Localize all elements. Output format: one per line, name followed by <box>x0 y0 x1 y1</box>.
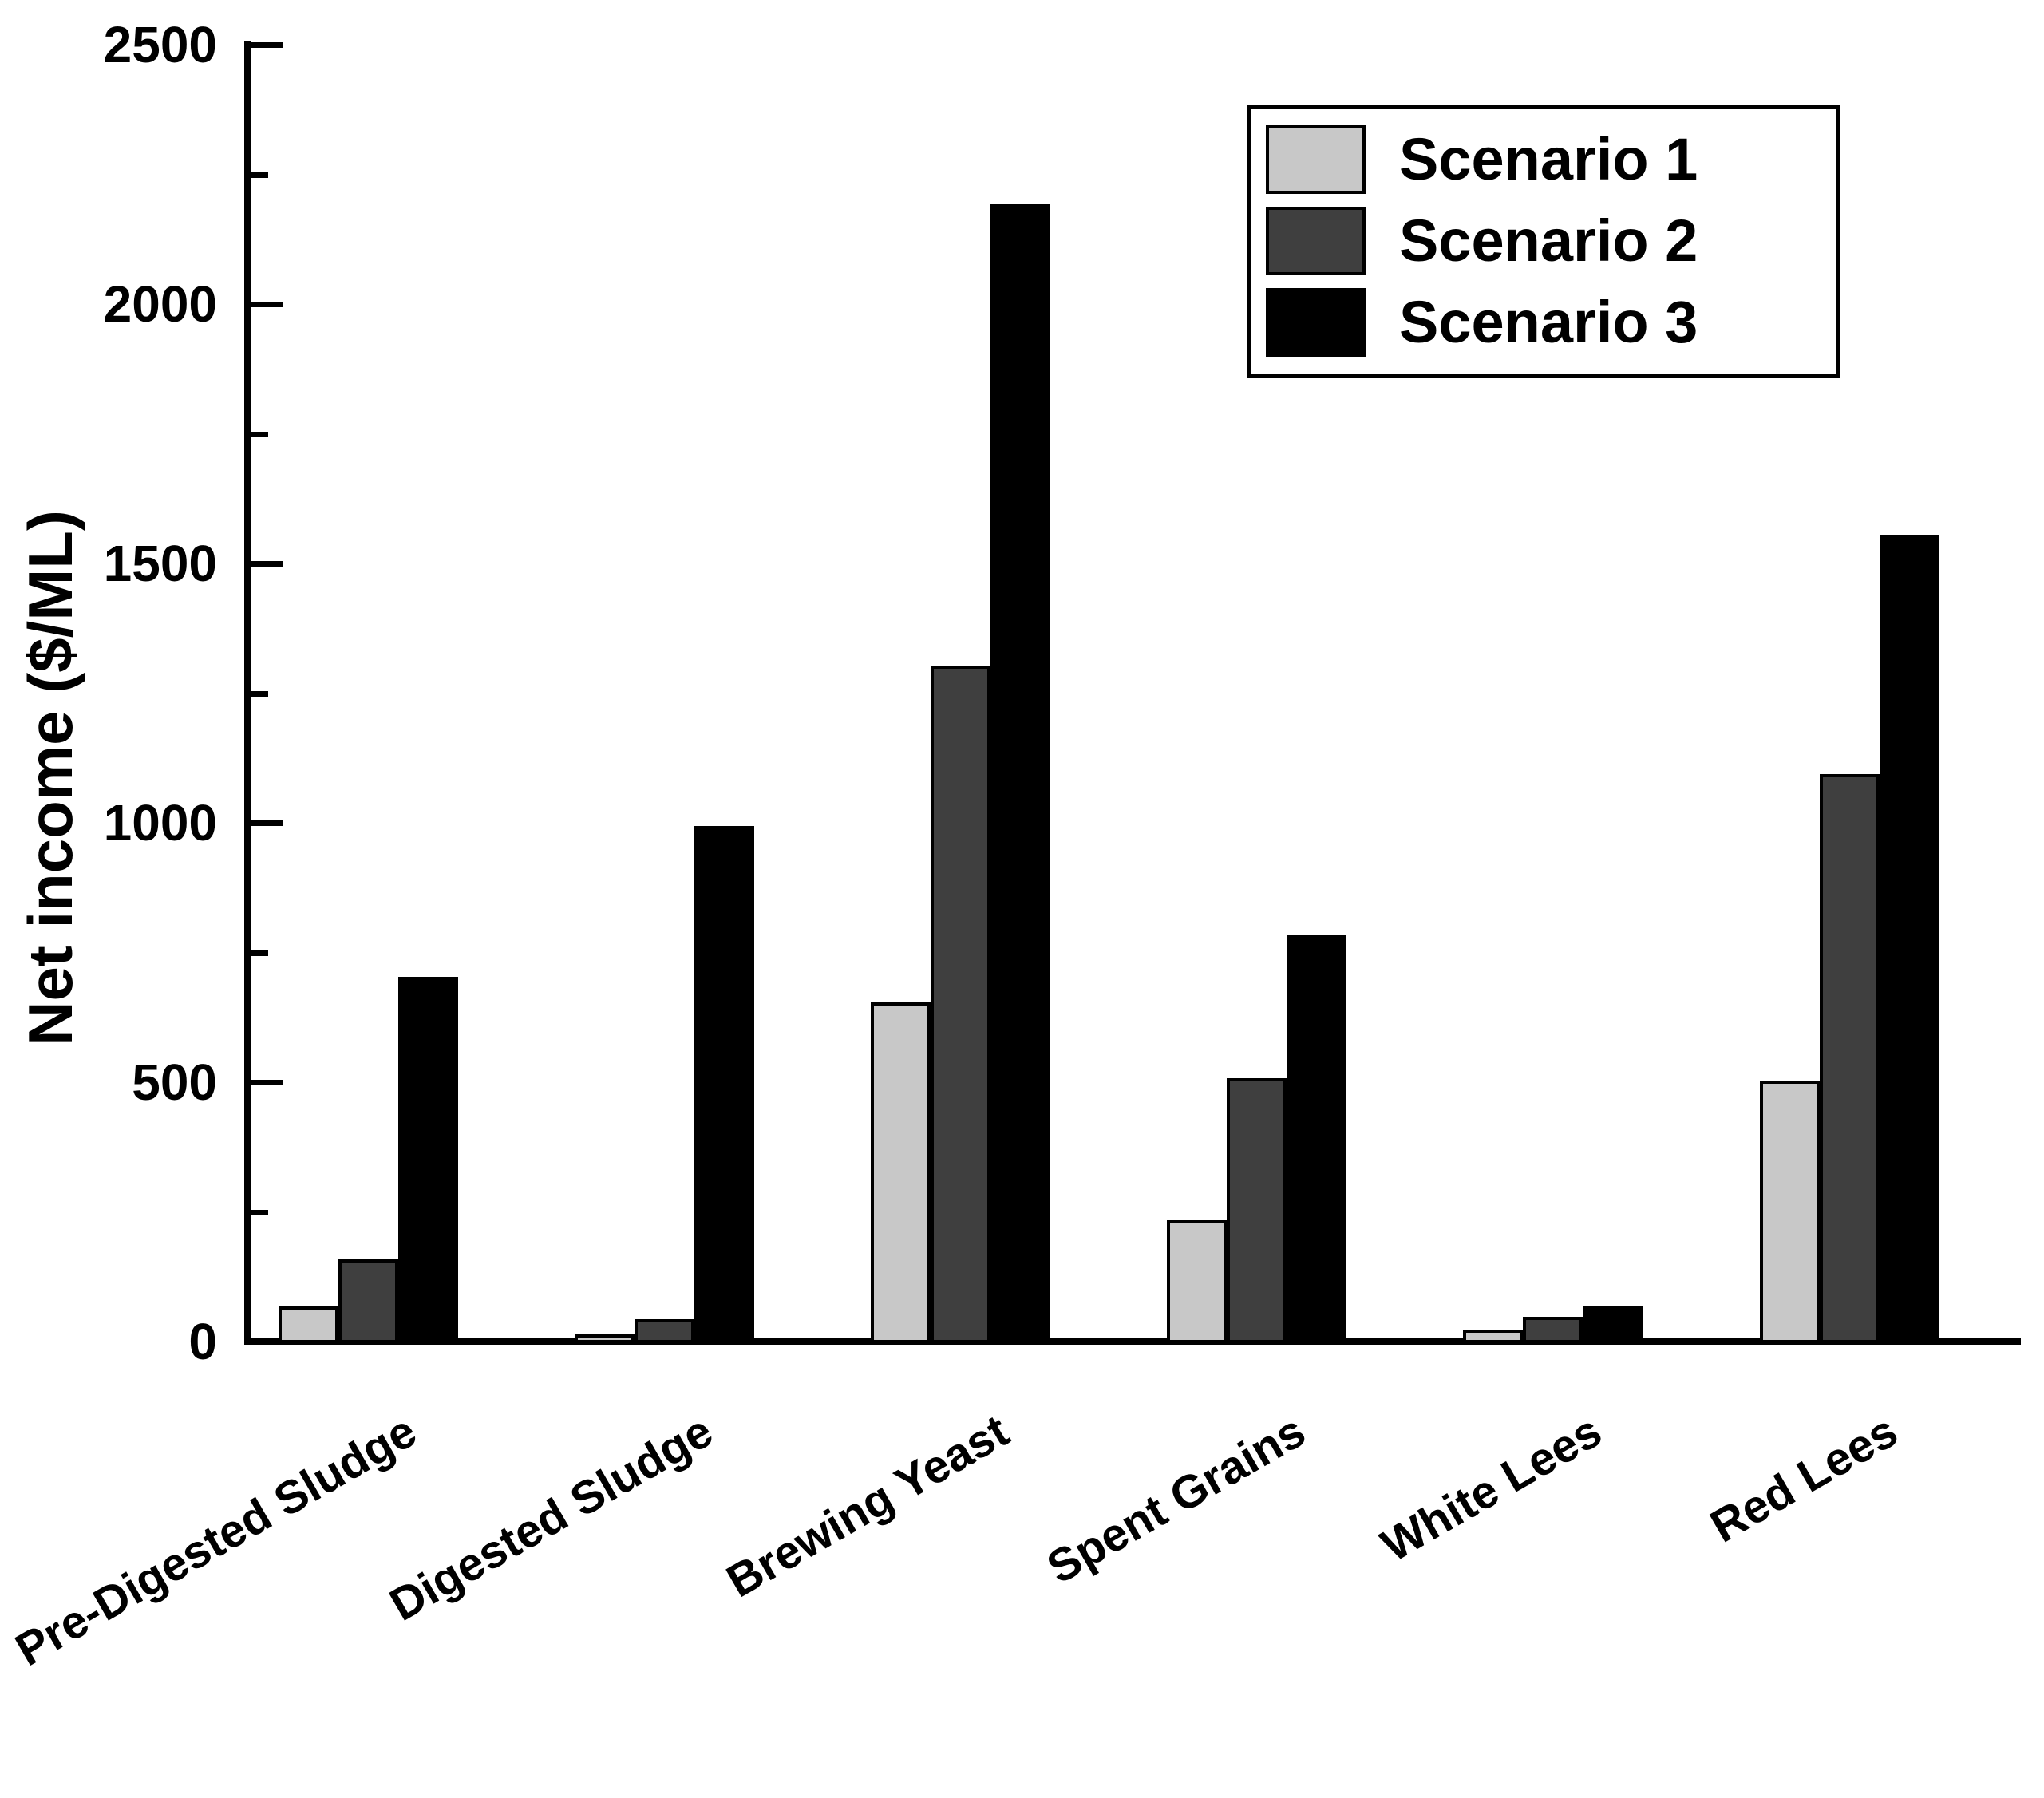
x-axis-line <box>244 1338 2021 1345</box>
y-major-tick-1500 <box>251 561 283 567</box>
y-minor-tick-750 <box>251 950 268 956</box>
y-tick-label-2000: 2000 <box>103 275 217 333</box>
bar-red-lees-s3 <box>1880 535 1939 1343</box>
bar-pre-digested-sludge-s1 <box>279 1306 338 1343</box>
bar-pre-digested-sludge-s3 <box>398 977 458 1343</box>
bar-spent-grains-s2 <box>1227 1078 1287 1343</box>
y-major-tick-1000 <box>251 820 283 826</box>
bar-white-lees-s3 <box>1583 1306 1643 1343</box>
legend-label-scenario-1: Scenario 1 <box>1399 126 1698 192</box>
y-minor-tick-1250 <box>251 691 268 697</box>
y-tick-label-0: 0 <box>188 1313 217 1370</box>
legend-row-scenario-2: Scenario 2 <box>1251 200 1836 282</box>
y-tick-label-500: 500 <box>132 1053 217 1111</box>
bar-spent-grains-s3 <box>1287 935 1346 1343</box>
y-major-tick-2500 <box>251 42 283 48</box>
legend-swatch-scenario-3 <box>1266 288 1366 357</box>
bar-red-lees-s1 <box>1760 1081 1820 1343</box>
legend: Scenario 1 Scenario 2 Scenario 3 <box>1247 105 1840 378</box>
y-minor-tick-2250 <box>251 172 268 178</box>
x-category-label-brewing-yeast: Brewing Yeast <box>718 1405 1018 1608</box>
legend-label-scenario-2: Scenario 2 <box>1399 207 1698 274</box>
y-major-tick-0 <box>251 1339 283 1345</box>
x-category-label-spent-grains: Spent Grains <box>1038 1405 1314 1594</box>
y-tick-label-1000: 1000 <box>103 794 217 852</box>
y-axis-line <box>244 41 251 1345</box>
bar-digested-sludge-s1 <box>575 1334 635 1343</box>
bar-white-lees-s2 <box>1523 1317 1583 1343</box>
legend-row-scenario-1: Scenario 1 <box>1251 119 1836 200</box>
y-axis-title: Net income ($/ML) <box>15 510 85 1046</box>
bar-digested-sludge-s2 <box>635 1319 694 1343</box>
bar-brewing-yeast-s2 <box>931 666 990 1343</box>
y-tick-label-1500: 1500 <box>103 535 217 592</box>
y-tick-label-2500: 2500 <box>103 16 217 73</box>
legend-label-scenario-3: Scenario 3 <box>1399 289 1698 355</box>
bar-brewing-yeast-s3 <box>990 204 1050 1343</box>
y-minor-tick-1750 <box>251 432 268 437</box>
bar-red-lees-s2 <box>1820 774 1880 1343</box>
bar-pre-digested-sludge-s2 <box>338 1259 398 1343</box>
legend-swatch-scenario-1 <box>1266 125 1366 194</box>
bar-digested-sludge-s3 <box>694 826 754 1343</box>
y-minor-tick-250 <box>251 1210 268 1215</box>
bar-brewing-yeast-s1 <box>871 1002 931 1343</box>
bar-white-lees-s1 <box>1463 1330 1523 1343</box>
x-category-label-red-lees: Red Lees <box>1702 1405 1907 1553</box>
bar-spent-grains-s1 <box>1167 1220 1227 1343</box>
x-category-label-white-lees: White Lees <box>1372 1405 1611 1572</box>
y-major-tick-500 <box>251 1080 283 1085</box>
legend-swatch-scenario-2 <box>1266 207 1366 275</box>
legend-row-scenario-3: Scenario 3 <box>1251 282 1836 363</box>
y-major-tick-2000 <box>251 302 283 307</box>
x-category-label-digested-sludge: Digested Sludge <box>381 1405 722 1631</box>
x-category-label-pre-digested-sludge: Pre-Digested Sludge <box>6 1405 425 1677</box>
